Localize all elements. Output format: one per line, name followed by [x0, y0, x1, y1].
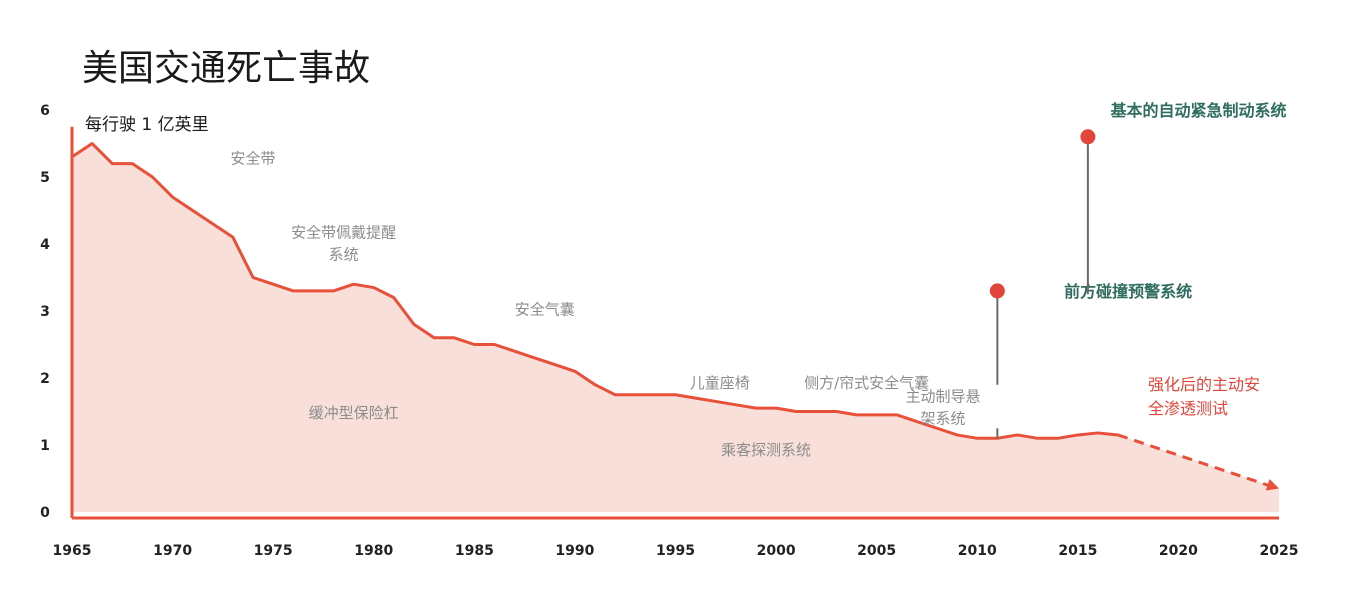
- y-tick-label: 2: [40, 371, 50, 387]
- x-tick-label: 2025: [1260, 543, 1299, 559]
- y-tick-label: 4: [40, 237, 50, 253]
- projection-arrowhead: [1265, 479, 1279, 491]
- annotation-label: 儿童座椅: [690, 374, 750, 392]
- y-tick-label: 1: [40, 438, 50, 454]
- marker-label: 前方碰撞预警系统: [1064, 282, 1192, 301]
- x-tick-label: 2005: [857, 543, 896, 559]
- marker-dot: [1080, 129, 1096, 145]
- x-tick-label: 1965: [53, 543, 92, 559]
- x-tick-label: 1995: [656, 543, 695, 559]
- x-tick-label: 2020: [1159, 543, 1198, 559]
- x-tick-label: 1990: [555, 543, 594, 559]
- marker-dot: [989, 283, 1005, 299]
- projection-line: [1117, 433, 1270, 487]
- annotation-label: 主动制导悬: [906, 387, 981, 405]
- y-tick-label: 6: [40, 103, 50, 119]
- x-tick-label: 1970: [153, 543, 192, 559]
- annotation-label: 架系统: [921, 409, 966, 427]
- y-axis-unit-label: 每行驶 1 亿英里: [85, 115, 209, 135]
- marker-label: 基本的自动紧急制动系统: [1110, 101, 1287, 120]
- annotation-label: 系统: [329, 245, 359, 263]
- x-tick-label: 1985: [455, 543, 494, 559]
- projection-label: 强化后的主动安: [1148, 375, 1260, 394]
- x-tick-label: 1975: [254, 543, 293, 559]
- x-tick-label: 1980: [354, 543, 393, 559]
- annotation-label: 乘客探测系统: [721, 441, 811, 459]
- y-tick-label: 3: [40, 304, 50, 320]
- x-tick-label: 2015: [1058, 543, 1097, 559]
- plot-area: 1965 1970 1975 1980 1985 1990 1995 2000 2005 2010…: [40, 101, 1298, 559]
- annotation-label: 安全带佩戴提醒: [291, 223, 396, 241]
- area-fill: [72, 143, 1279, 512]
- chart-title: 美国交通死亡事故: [82, 48, 370, 89]
- annotation-label: 侧方/帘式安全气囊: [804, 374, 929, 392]
- x-tick-label: 2010: [958, 543, 997, 559]
- projection-label: 全渗透测试: [1148, 399, 1228, 418]
- annotation-label: 缓冲型保险杠: [309, 404, 399, 422]
- annotation-label: 安全带: [231, 150, 276, 168]
- series-line: [71, 142, 1119, 440]
- x-tick-label: 2000: [757, 543, 796, 559]
- y-tick-label: 0: [40, 505, 50, 521]
- annotation-label: 安全气囊: [515, 300, 575, 318]
- y-tick-label: 5: [40, 170, 50, 186]
